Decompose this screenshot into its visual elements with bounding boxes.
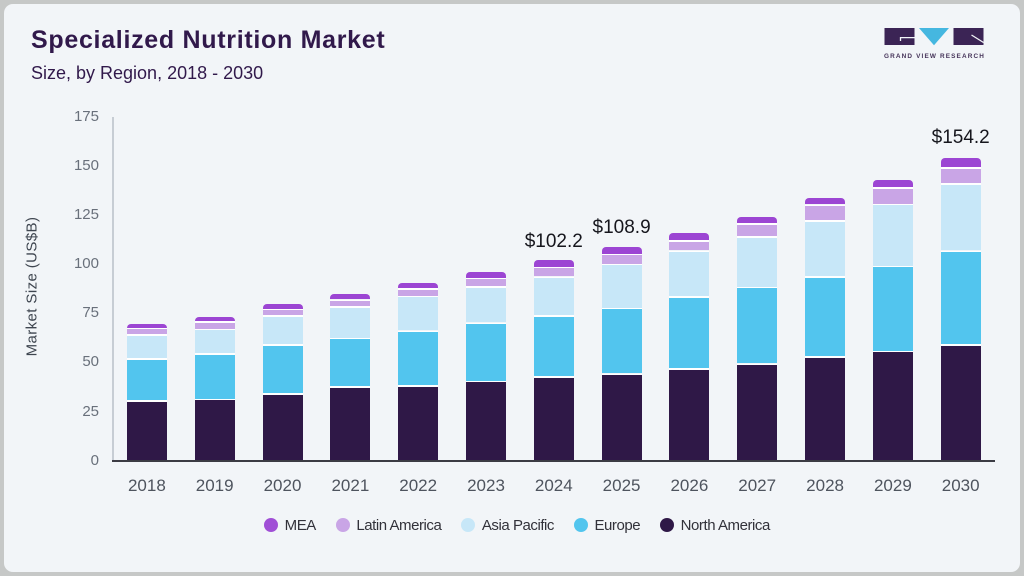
svg-text:GRAND VIEW RESEARCH: GRAND VIEW RESEARCH bbox=[884, 53, 985, 60]
